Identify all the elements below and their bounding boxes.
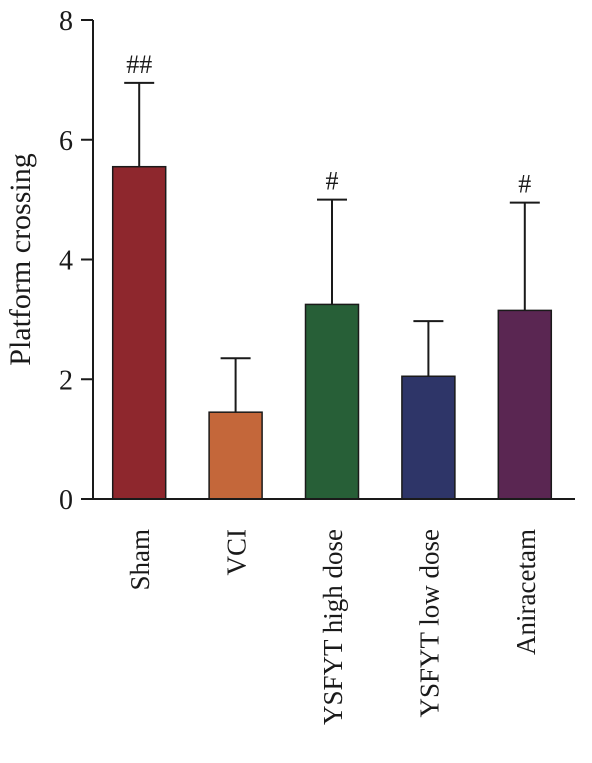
y-tick-label: 0 [59, 485, 73, 516]
bar-ysfyt-high-dose [304, 303, 360, 500]
significance-annotation: ## [126, 50, 152, 79]
y-tick-label: 8 [59, 6, 73, 37]
y-tick-label: 2 [59, 365, 73, 396]
significance-annotations: ### # [126, 50, 531, 199]
bar-aniracetam [497, 309, 553, 500]
category-labels: Sham VCI YSFYT high dose YSFYT low dose Anir… [125, 529, 541, 725]
y-tick-label: 4 [59, 246, 73, 277]
bar-sham [111, 165, 167, 500]
significance-annotation: # [518, 170, 531, 199]
bar-ysfyt-low-dose [401, 375, 456, 500]
y-axis-title: Platform crossing [4, 153, 37, 365]
bar-vci [208, 411, 263, 500]
category-label: VCI [222, 529, 252, 576]
error-bars [124, 81, 540, 413]
category-label: Aniracetam [511, 529, 541, 655]
y-tick-label: 6 [59, 126, 73, 157]
y-ticks: 0 2 4 6 8 [59, 6, 93, 516]
category-label: YSFYT high dose [318, 529, 348, 725]
category-label: YSFYT low dose [414, 529, 444, 718]
significance-annotation: # [326, 167, 339, 196]
category-label: Sham [125, 529, 155, 591]
